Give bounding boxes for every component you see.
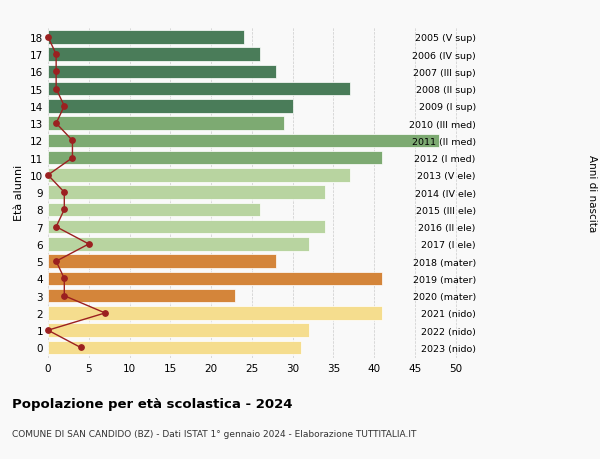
Bar xyxy=(48,220,325,234)
Bar xyxy=(48,48,260,62)
Bar xyxy=(48,83,350,96)
Y-axis label: Età alunni: Età alunni xyxy=(14,165,25,221)
Bar xyxy=(48,324,309,337)
Bar xyxy=(48,307,382,320)
Bar xyxy=(48,66,276,79)
Bar xyxy=(48,151,382,165)
Point xyxy=(43,34,53,41)
Point xyxy=(59,207,69,214)
Point xyxy=(52,120,61,128)
Bar xyxy=(48,272,382,285)
Point xyxy=(100,309,110,317)
Point xyxy=(68,155,77,162)
Point xyxy=(59,189,69,196)
Point xyxy=(52,258,61,265)
Text: Popolazione per età scolastica - 2024: Popolazione per età scolastica - 2024 xyxy=(12,397,293,410)
Point xyxy=(43,327,53,334)
Point xyxy=(52,68,61,76)
Bar xyxy=(48,255,276,269)
Point xyxy=(68,138,77,145)
Bar xyxy=(48,117,284,131)
Point xyxy=(43,172,53,179)
Point xyxy=(52,86,61,93)
Text: Anni di nascita: Anni di nascita xyxy=(587,154,597,231)
Bar xyxy=(48,134,439,148)
Bar xyxy=(48,341,301,354)
Bar xyxy=(48,100,293,113)
Point xyxy=(84,241,94,248)
Point xyxy=(59,103,69,110)
Point xyxy=(52,224,61,231)
Bar xyxy=(48,289,235,303)
Point xyxy=(52,51,61,59)
Point xyxy=(76,344,85,352)
Text: COMUNE DI SAN CANDIDO (BZ) - Dati ISTAT 1° gennaio 2024 - Elaborazione TUTTITALI: COMUNE DI SAN CANDIDO (BZ) - Dati ISTAT … xyxy=(12,429,416,438)
Point xyxy=(59,275,69,283)
Bar xyxy=(48,169,350,182)
Bar xyxy=(48,186,325,200)
Bar xyxy=(48,238,309,251)
Bar xyxy=(48,31,244,45)
Bar xyxy=(48,203,260,217)
Point xyxy=(59,292,69,300)
